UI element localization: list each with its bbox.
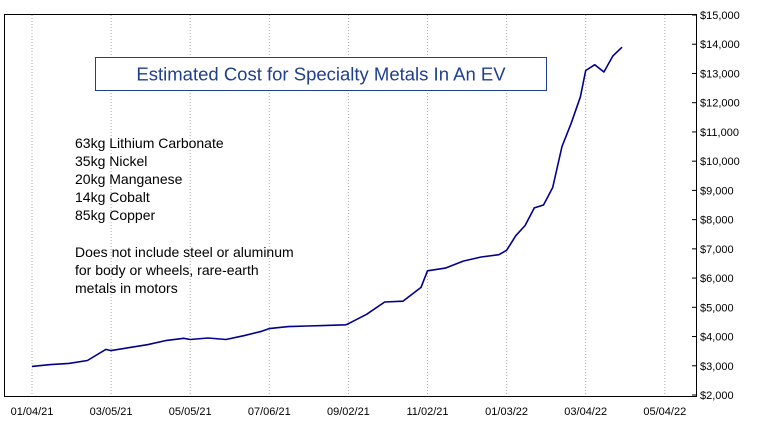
y-tick-label: $10,000 xyxy=(700,156,740,168)
x-tick-label: 07/06/21 xyxy=(248,406,291,418)
x-tick-label: 05/05/21 xyxy=(169,406,212,418)
series-line xyxy=(31,46,623,368)
y-tick-label: $12,000 xyxy=(700,98,740,110)
annotation-line-5: 85kg Copper xyxy=(75,207,156,223)
annotation-line-2: 35kg Nickel xyxy=(75,153,147,169)
y-tick-label: $5,000 xyxy=(700,302,734,314)
y-tick-label: $9,000 xyxy=(700,185,734,197)
y-tick-label: $4,000 xyxy=(700,332,734,344)
y-tick-label: $11,000 xyxy=(700,127,739,139)
x-tick-label: 05/04/22 xyxy=(643,406,686,418)
title-border xyxy=(95,57,547,91)
x-axis-ticks: 01/04/21 03/05/21 05/05/21 07/06/21 09/02/21… xyxy=(11,406,687,418)
y-axis-ticks: $2,000 $3,000 $4,000 $5,000 $6,000 $7,000 $8,0… xyxy=(692,10,740,402)
x-tick-label: 09/02/21 xyxy=(327,406,370,418)
annotation-line-6: Does not include steel or aluminum xyxy=(75,244,294,260)
chart-title: Estimated Cost for Specialty Metals In A… xyxy=(136,64,506,85)
y-tick-label: $15,000 xyxy=(700,10,740,22)
y-tick-label: $14,000 xyxy=(700,39,740,51)
x-tick-label: 03/04/22 xyxy=(564,406,607,418)
annotation-line-7: for body or wheels, rare-earth xyxy=(75,262,259,278)
annotation-line-1: 63kg Lithium Carbonate xyxy=(75,135,224,151)
y-tick-label: $7,000 xyxy=(700,244,734,256)
title-box: Estimated Cost for Specialty Metals In A… xyxy=(95,57,547,91)
y-tick-label: $8,000 xyxy=(700,215,734,227)
annotation-line-3: 20kg Manganese xyxy=(75,171,183,187)
y-tick-label: $3,000 xyxy=(700,361,734,373)
y-tick-label: $2,000 xyxy=(700,390,734,402)
x-tick-label: 11/02/21 xyxy=(406,406,448,418)
annotation-line-8: metals in motors xyxy=(75,280,178,296)
annotation-block: 63kg Lithium Carbonate 35kg Nickel 20kg … xyxy=(75,135,294,296)
x-tick-label: 01/04/21 xyxy=(11,406,54,418)
y-tick-label: $6,000 xyxy=(700,273,734,285)
x-tick-label: 01/03/22 xyxy=(485,406,528,418)
annotation-line-4: 14kg Cobalt xyxy=(75,189,150,205)
x-tick-label: 03/05/21 xyxy=(90,406,133,418)
y-tick-label: $13,000 xyxy=(700,68,740,80)
